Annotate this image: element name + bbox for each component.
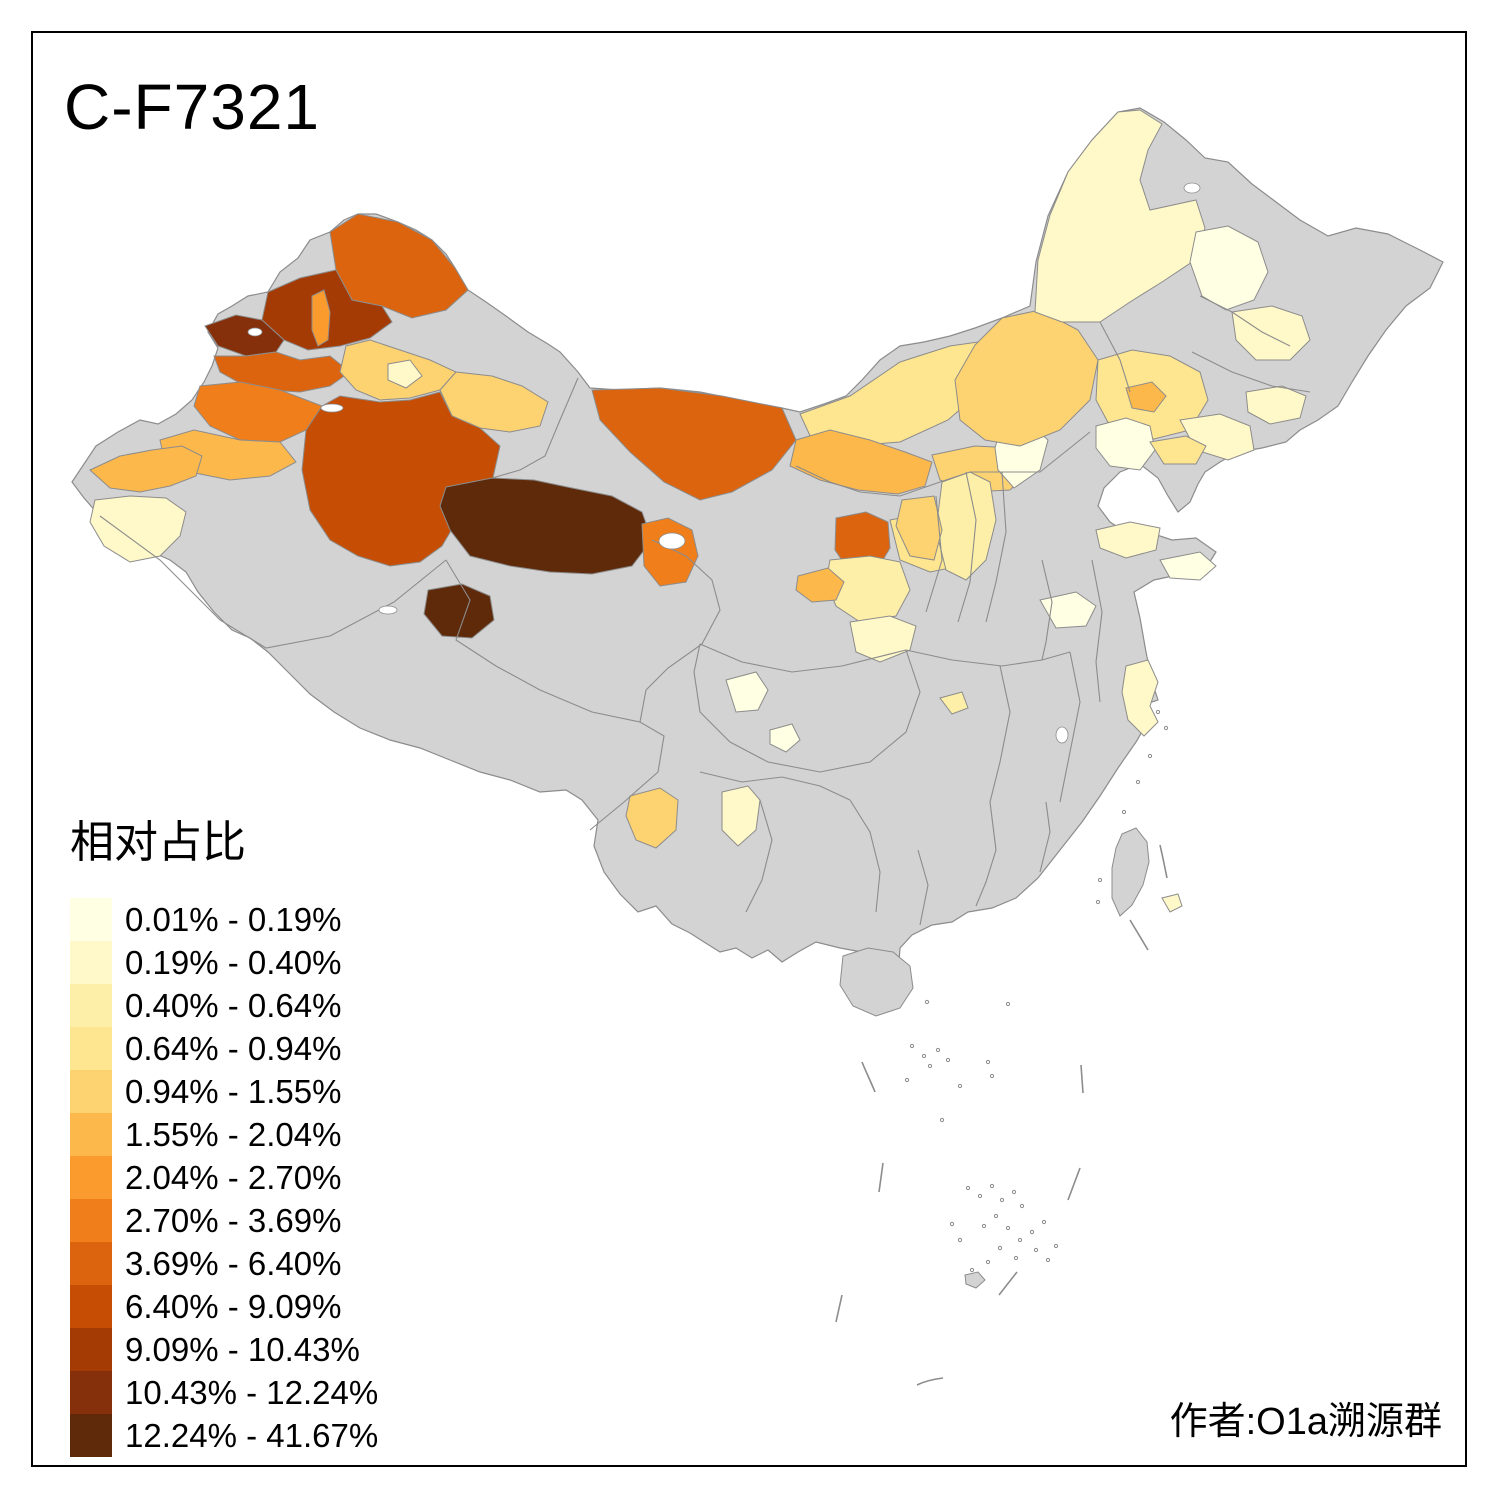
region-tangshan (1149, 435, 1207, 465)
legend-label: 2.70% - 3.69% (125, 1201, 342, 1239)
hulun-lake (1183, 182, 1201, 194)
qinghai-lake (658, 532, 686, 550)
legend-row: 0.64% - 0.94% (70, 1027, 378, 1070)
legend-label: 2.04% - 2.70% (125, 1158, 342, 1196)
region-urumqi (387, 359, 423, 389)
region-hubei-tiny (939, 691, 969, 715)
legend-row: 6.40% - 9.09% (70, 1285, 378, 1328)
legend-swatch (70, 898, 112, 941)
legend-label: 0.94% - 1.55% (125, 1072, 342, 1110)
legend-label: 10.43% - 12.24% (125, 1373, 379, 1411)
region-kuytun-strip (311, 289, 331, 347)
region-xilingol (954, 309, 1099, 447)
region-tongliao-spot (1125, 381, 1167, 413)
legend-row: 2.04% - 2.70% (70, 1156, 378, 1199)
region-heihe (1189, 225, 1269, 311)
region-bortala (204, 314, 285, 357)
legend-swatch (70, 1156, 112, 1199)
legend-row: 9.09% - 10.43% (70, 1328, 378, 1371)
legend-row: 2.70% - 3.69% (70, 1199, 378, 1242)
legend-label: 6.40% - 9.09% (125, 1287, 342, 1325)
region-shenzhen (1161, 893, 1183, 913)
dongsha-islet (964, 1271, 986, 1289)
legend-row: 3.69% - 6.40% (70, 1242, 378, 1285)
region-kashgar (89, 495, 187, 563)
attribution: 作者:O1a溯源群 (1169, 1401, 1442, 1443)
island-dots (904, 709, 1169, 1273)
nine-dash-line (835, 844, 1168, 1386)
legend-row: 0.40% - 0.64% (70, 984, 378, 1027)
legend-label: 0.40% - 0.64% (125, 986, 342, 1024)
legend-row: 12.24% - 41.67% (70, 1414, 378, 1457)
namco-lake (378, 605, 398, 615)
region-liupanshui (721, 785, 761, 847)
legend-rows: 0.01% - 0.19% 0.19% - 0.40% 0.40% - 0.64% 0… (70, 898, 378, 1457)
region-qinghai-lake-east (641, 517, 699, 587)
legend-label: 0.64% - 0.94% (125, 1029, 342, 1067)
legend-swatch (70, 1027, 112, 1070)
region-sichuan-cream (725, 671, 769, 713)
china-mainland (71, 107, 1444, 992)
region-hulunbuir (1034, 109, 1206, 323)
region-dali (625, 787, 679, 849)
legend-row: 0.19% - 0.40% (70, 941, 378, 984)
bosten-lake (320, 403, 344, 413)
legend-swatch (70, 984, 112, 1027)
legend-swatch (70, 1328, 112, 1371)
legend-swatch (70, 1242, 112, 1285)
hainan (839, 947, 914, 1017)
region-sichuan-cream-2 (769, 723, 801, 753)
legend-swatch (70, 1199, 112, 1242)
region-shanxi-band (935, 471, 997, 581)
choropleth-regions (89, 109, 1311, 913)
lakes (247, 182, 1201, 744)
poyang-lake (1055, 726, 1069, 744)
legend-swatch (70, 1113, 112, 1156)
region-tanggula (423, 583, 495, 639)
region-tianshui (849, 615, 917, 663)
province-borders (99, 295, 1311, 926)
legend-label: 3.69% - 6.40% (125, 1244, 342, 1282)
plot-frame (31, 31, 1467, 1467)
legend-title: 相对占比 (70, 818, 246, 867)
legend-label: 0.01% - 0.19% (125, 900, 342, 938)
legend-row: 1.55% - 2.04% (70, 1113, 378, 1156)
legend-label: 1.55% - 2.04% (125, 1115, 342, 1153)
legend-row: 0.94% - 1.55% (70, 1070, 378, 1113)
legend-swatch (70, 1285, 112, 1328)
legend-swatch (70, 1371, 112, 1414)
legend-label: 12.24% - 41.67% (125, 1416, 379, 1454)
legend-swatch (70, 941, 112, 984)
region-shandong-east (1159, 551, 1217, 581)
region-haixi (439, 477, 653, 575)
region-aksu (193, 381, 323, 443)
legend-swatch (70, 1070, 112, 1113)
sayram-lake (247, 327, 263, 337)
region-kizilsu (89, 445, 203, 493)
region-bayannur (789, 429, 933, 495)
legend-label: 9.09% - 10.43% (125, 1330, 360, 1368)
region-jiangsu-coast (1121, 659, 1159, 737)
legend-row: 0.01% - 0.19% (70, 898, 378, 941)
region-ejina (591, 387, 797, 501)
region-shandong-west (1095, 521, 1161, 559)
region-shaanxi-north (895, 495, 943, 561)
legend: 相对占比 0.01% - 0.19% 0.19% - 0.40% 0.40% - 0… (70, 806, 378, 1457)
page-title: C-F7321 (64, 71, 320, 143)
region-harbin (1231, 305, 1311, 361)
taiwan (1111, 827, 1150, 917)
region-ili (213, 351, 351, 393)
legend-swatch (70, 1414, 112, 1457)
legend-row: 10.43% - 12.24% (70, 1371, 378, 1414)
region-henan-patch (1039, 591, 1097, 629)
region-beijing (1095, 417, 1156, 471)
region-jilin-pale (1245, 385, 1307, 425)
region-lanzhou (795, 567, 845, 603)
legend-label: 0.19% - 0.40% (125, 943, 342, 981)
